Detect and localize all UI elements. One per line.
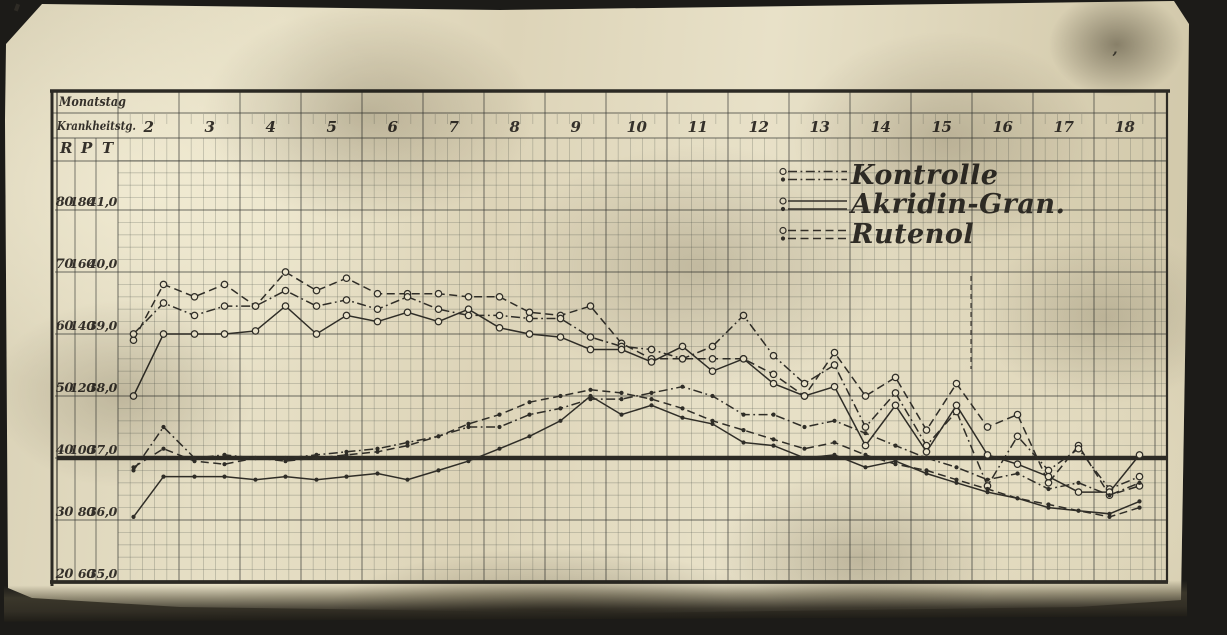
svg-text:18: 18 [1114,118,1135,136]
legend-entry-kontrolle: Kontrolle [851,160,999,191]
svg-text:30: 30 [56,505,74,520]
legend-entry-akridin-gran: Akridin-Gran. [851,189,1066,220]
svg-text:9: 9 [570,118,581,136]
svg-text:35,0: 35,0 [88,566,118,581]
x-axis-row2-label: Krankheitstg. [57,119,136,133]
svg-text:2: 2 [142,118,153,136]
svg-text:15: 15 [931,118,951,136]
x-axis-row1-label: Monatstag [59,95,126,110]
svg-text:12: 12 [748,118,768,136]
svg-text:38,0: 38,0 [88,380,118,395]
svg-text:36,0: 36,0 [88,504,118,519]
svg-text:41,0: 41,0 [88,194,118,209]
pulse-column-label: P [81,139,93,157]
svg-text:10: 10 [626,118,647,136]
svg-text:13: 13 [809,118,829,136]
svg-text:17: 17 [1053,118,1074,136]
svg-text:6: 6 [387,118,398,136]
svg-text:16: 16 [992,118,1013,136]
svg-text:3: 3 [204,118,214,136]
photo-artifact-mark: ’ [1112,48,1118,67]
svg-text:39,0: 39,0 [88,318,118,333]
temperature-column-label: T [102,139,114,157]
svg-text:8: 8 [509,118,520,136]
svg-text:4: 4 [265,118,275,136]
legend-entry-rutenol: Rutenol [851,219,975,250]
svg-text:7: 7 [448,118,459,136]
svg-text:5: 5 [326,118,336,136]
svg-text:11: 11 [687,118,707,136]
svg-text:20: 20 [55,567,74,582]
svg-text:14: 14 [870,118,890,136]
svg-text:37,0: 37,0 [88,442,118,457]
svg-text:40,0: 40,0 [88,256,118,271]
respiration-column-label: R [60,139,73,157]
